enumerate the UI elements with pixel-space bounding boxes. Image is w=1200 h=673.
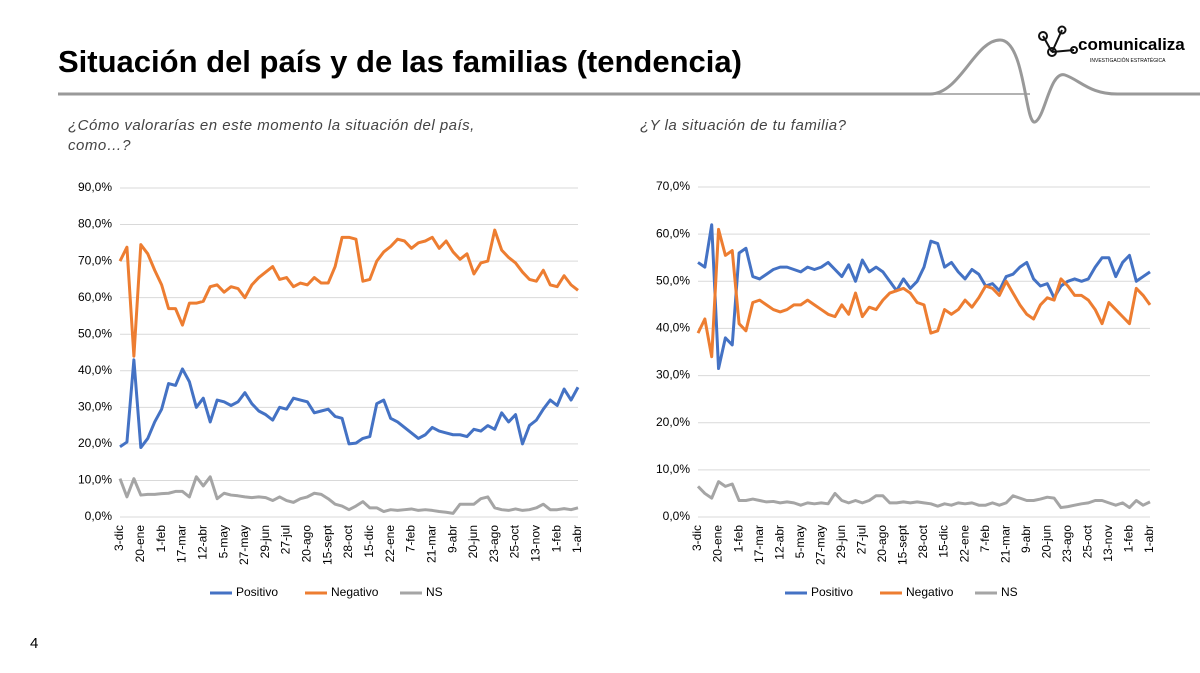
series-line [697,223,1151,370]
x-tick-label: 15-dic [362,525,376,558]
slide-title: Situación del país y de las familias (te… [58,44,742,79]
x-tick-label: 7-feb [978,525,992,553]
x-tick-label: 1-feb [1122,525,1136,553]
x-tick-label: 20-ago [875,525,889,563]
x-tick-label: 25-oct [508,524,522,558]
chart-question: como…? [68,137,131,154]
x-tick-label: 22-ene [383,525,397,563]
x-tick-label: 27-jul [279,525,293,554]
x-tick-label: 17-mar [175,525,189,563]
x-tick-label: 5-may [793,525,807,558]
x-tick-label: 20-ene [711,525,725,563]
series-line [119,358,580,450]
x-tick-label: 20-jun [1039,525,1053,558]
y-tick-label: 40,0% [78,363,112,377]
y-tick-label: 60,0% [656,226,690,240]
x-tick-label: 13-nov [1101,525,1115,562]
x-tick-label: 12-abr [195,525,209,560]
x-tick-label: 27-may [813,525,827,565]
series-line [118,228,579,358]
x-tick-label: 27-jul [855,525,869,554]
legend-label: Negativo [331,585,379,599]
x-tick-label: 9-abr [445,525,459,553]
page-number: 4 [30,635,38,652]
logo-tagline: INVESTIGACIÓN ESTRATÉGICA [1090,57,1166,64]
x-tick-label: 1-abr [1142,525,1156,553]
x-tick-label: 20-ene [133,525,147,563]
x-tick-label: 23-ago [1060,525,1074,563]
y-tick-label: 90,0% [78,180,112,194]
y-tick-label: 50,0% [78,326,112,340]
decorative-wave [58,38,1200,124]
x-tick-label: 1-feb [154,525,168,553]
x-tick-label: 20-jun [466,525,480,558]
x-tick-label: 9-abr [1019,525,1033,553]
x-tick-label: 21-mar [998,525,1012,563]
x-tick-label: 22-ene [957,525,971,563]
x-tick-label: 21-mar [424,525,438,563]
y-tick-label: 0,0% [663,509,691,523]
y-tick-label: 50,0% [656,273,690,287]
y-tick-label: 0,0% [85,509,113,523]
x-tick-label: 1-feb [549,525,563,553]
logo-text: comunicaliza [1078,35,1185,54]
x-tick-label: 25-oct [1081,524,1095,558]
x-tick-label: 15-dic [937,525,951,558]
y-tick-label: 30,0% [78,400,112,414]
legend-label: Positivo [236,585,278,599]
y-tick-label: 40,0% [656,321,690,335]
x-tick-label: 29-jun [258,525,272,558]
x-tick-label: 1-feb [731,525,745,553]
legend-label: NS [426,585,443,599]
x-tick-label: 28-oct [341,524,355,558]
x-tick-label: 3-dic [690,525,704,551]
x-tick-label: 5-may [216,525,230,558]
series-line [118,475,579,515]
legend-label: Negativo [906,585,954,599]
series-line [696,227,1152,359]
y-tick-label: 20,0% [656,415,690,429]
logo-icon [1038,25,1078,57]
y-tick-label: 60,0% [78,290,112,304]
series-line [696,480,1151,510]
y-tick-label: 10,0% [656,462,690,476]
y-tick-label: 10,0% [78,473,112,487]
x-tick-label: 17-mar [752,525,766,563]
x-tick-label: 15-sept [896,524,910,565]
y-tick-label: 80,0% [78,217,112,231]
chart-question: ¿Y la situación de tu familia? [640,117,847,134]
chart-question: ¿Cómo valorarías en este momento la situ… [68,117,475,134]
x-tick-label: 29-jun [834,525,848,558]
x-tick-label: 3-dic [112,525,126,551]
x-tick-label: 27-may [237,525,251,565]
y-tick-label: 20,0% [78,436,112,450]
legend-label: Positivo [811,585,853,599]
x-tick-label: 23-ago [487,525,501,563]
legend-label: NS [1001,585,1018,599]
x-tick-label: 12-abr [772,525,786,560]
y-tick-label: 70,0% [656,179,690,193]
x-tick-label: 13-nov [529,525,543,562]
y-tick-label: 70,0% [78,253,112,267]
x-tick-label: 28-oct [916,524,930,558]
x-tick-label: 20-ago [300,525,314,563]
x-tick-label: 1-abr [570,525,584,553]
y-tick-label: 30,0% [656,368,690,382]
x-tick-label: 15-sept [320,524,334,565]
x-tick-label: 7-feb [404,525,418,553]
